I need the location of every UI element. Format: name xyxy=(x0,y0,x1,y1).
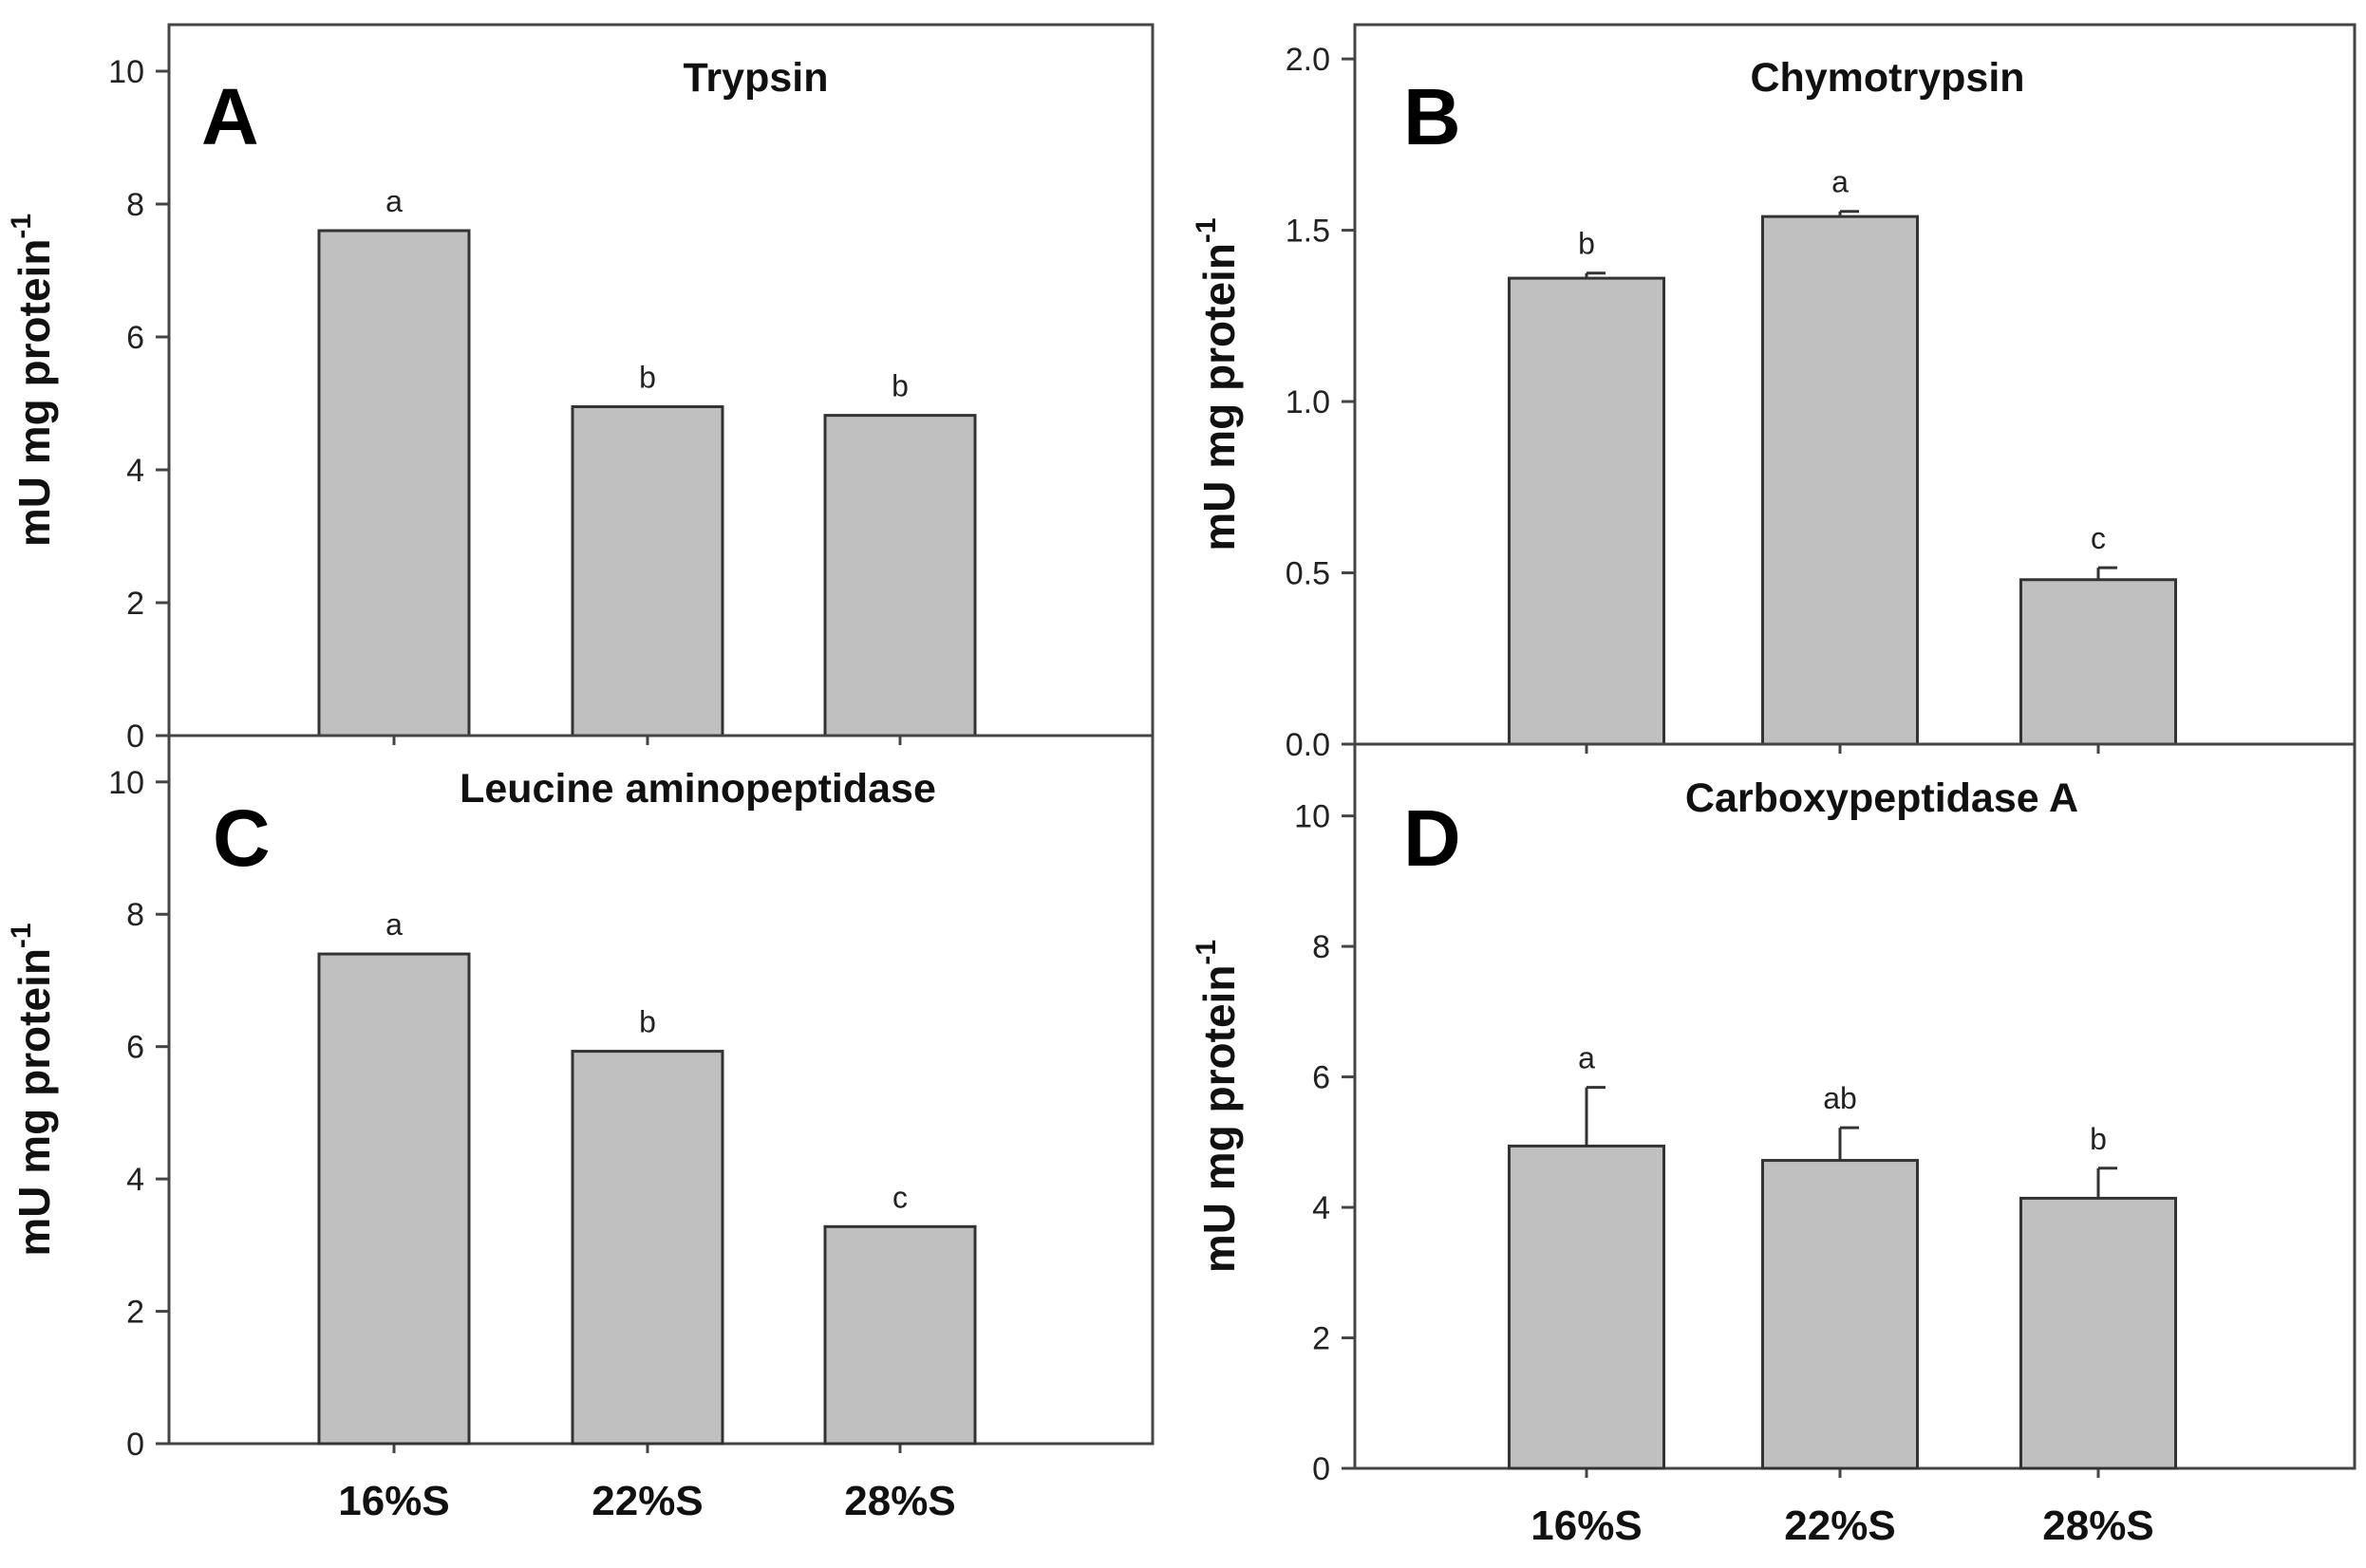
y-tick-label: 2 xyxy=(1312,1321,1330,1357)
y-tick-label: 8 xyxy=(1312,929,1330,965)
y-axis-label: mU mg protein-1 xyxy=(6,923,59,1256)
significance-label: a xyxy=(1578,1041,1595,1075)
x-category-label: 16%S xyxy=(1530,1503,1642,1549)
bar-28%S xyxy=(2019,1196,2177,1470)
y-tick-label: 0.5 xyxy=(1286,556,1330,592)
x-category-label: 28%S xyxy=(2042,1503,2153,1549)
y-tick-label: 4 xyxy=(126,453,144,489)
bar-22%S xyxy=(1761,215,1919,746)
significance-label: a xyxy=(1831,165,1849,199)
y-tick-label: 0.0 xyxy=(1286,727,1330,763)
y-tick-label: 2.0 xyxy=(1286,42,1330,78)
panel-letter: D xyxy=(1403,793,1461,883)
bar-22%S xyxy=(1761,1159,1919,1470)
y-tick-label: 0 xyxy=(1312,1451,1330,1487)
panel-letter: B xyxy=(1403,72,1461,161)
bar-16%S xyxy=(317,229,471,737)
y-tick-label: 0 xyxy=(126,1427,144,1463)
panel-c: 0 2 4 6 8 10 a 16%S b 22%S c 28%S Leucine aminopepti… xyxy=(6,734,1155,1524)
panel-a: 0 2 4 6 8 10 a b b Trypsin AmU mg protein-1 xyxy=(6,23,1155,755)
y-tick-label: 8 xyxy=(126,187,144,223)
bar-28%S xyxy=(2019,578,2177,746)
panel-title: Leucine aminopeptidase xyxy=(460,766,936,812)
panel-b: 0.0 0.5 1.0 1.5 2.0 b a c Chymotrypsin BmU mg pro… xyxy=(1191,23,2357,763)
y-axis-label: mU mg protein-1 xyxy=(1191,940,1244,1273)
x-category-label: 28%S xyxy=(844,1478,955,1524)
y-tick-label: 1.0 xyxy=(1286,384,1330,420)
y-axis-label: mU mg protein-1 xyxy=(6,214,59,547)
y-tick-label: 0 xyxy=(126,719,144,755)
y-tick-label: 2 xyxy=(126,586,144,622)
y-axis-label: mU mg protein-1 xyxy=(1191,217,1244,551)
bar-16%S xyxy=(1508,276,1665,746)
x-category-label: 16%S xyxy=(338,1478,449,1524)
significance-label: b xyxy=(2090,1122,2107,1156)
panel-title: Carboxypeptidase A xyxy=(1685,775,2078,821)
significance-label: a xyxy=(385,907,403,942)
significance-label: a xyxy=(385,184,403,218)
bar-28%S xyxy=(823,414,977,737)
bar-22%S xyxy=(571,1050,724,1446)
y-tick-label: 2 xyxy=(126,1295,144,1331)
significance-label: b xyxy=(639,1005,656,1039)
x-category-label: 22%S xyxy=(592,1478,703,1524)
y-tick-label: 10 xyxy=(108,765,144,801)
y-tick-label: 6 xyxy=(126,1030,144,1066)
panel-title: Chymotrypsin xyxy=(1750,55,2024,101)
panel-letter: A xyxy=(201,72,259,161)
significance-label: c xyxy=(892,1180,908,1214)
panel-letter: C xyxy=(213,793,271,883)
significance-label: c xyxy=(2091,521,2106,555)
y-tick-label: 1.5 xyxy=(1286,214,1330,250)
y-tick-label: 10 xyxy=(108,54,144,90)
y-tick-label: 4 xyxy=(1312,1190,1330,1226)
bar-22%S xyxy=(571,405,724,737)
significance-label: b xyxy=(639,361,656,395)
significance-label: b xyxy=(892,369,909,403)
significance-label: b xyxy=(1578,227,1595,261)
x-category-label: 22%S xyxy=(1784,1503,1895,1549)
y-tick-label: 10 xyxy=(1294,799,1330,835)
bar-28%S xyxy=(823,1224,977,1446)
y-tick-label: 6 xyxy=(126,320,144,356)
panel-d: 0 2 4 6 8 10 a 16%S ab 22%S b 28%S Carboxypeptidase … xyxy=(1191,742,2357,1549)
bar-16%S xyxy=(317,952,471,1446)
y-tick-label: 6 xyxy=(1312,1060,1330,1096)
y-tick-label: 8 xyxy=(126,897,144,933)
bar-16%S xyxy=(1508,1144,1665,1470)
significance-label: ab xyxy=(1823,1081,1857,1115)
y-tick-label: 4 xyxy=(126,1162,144,1198)
panel-title: Trypsin xyxy=(684,55,829,101)
